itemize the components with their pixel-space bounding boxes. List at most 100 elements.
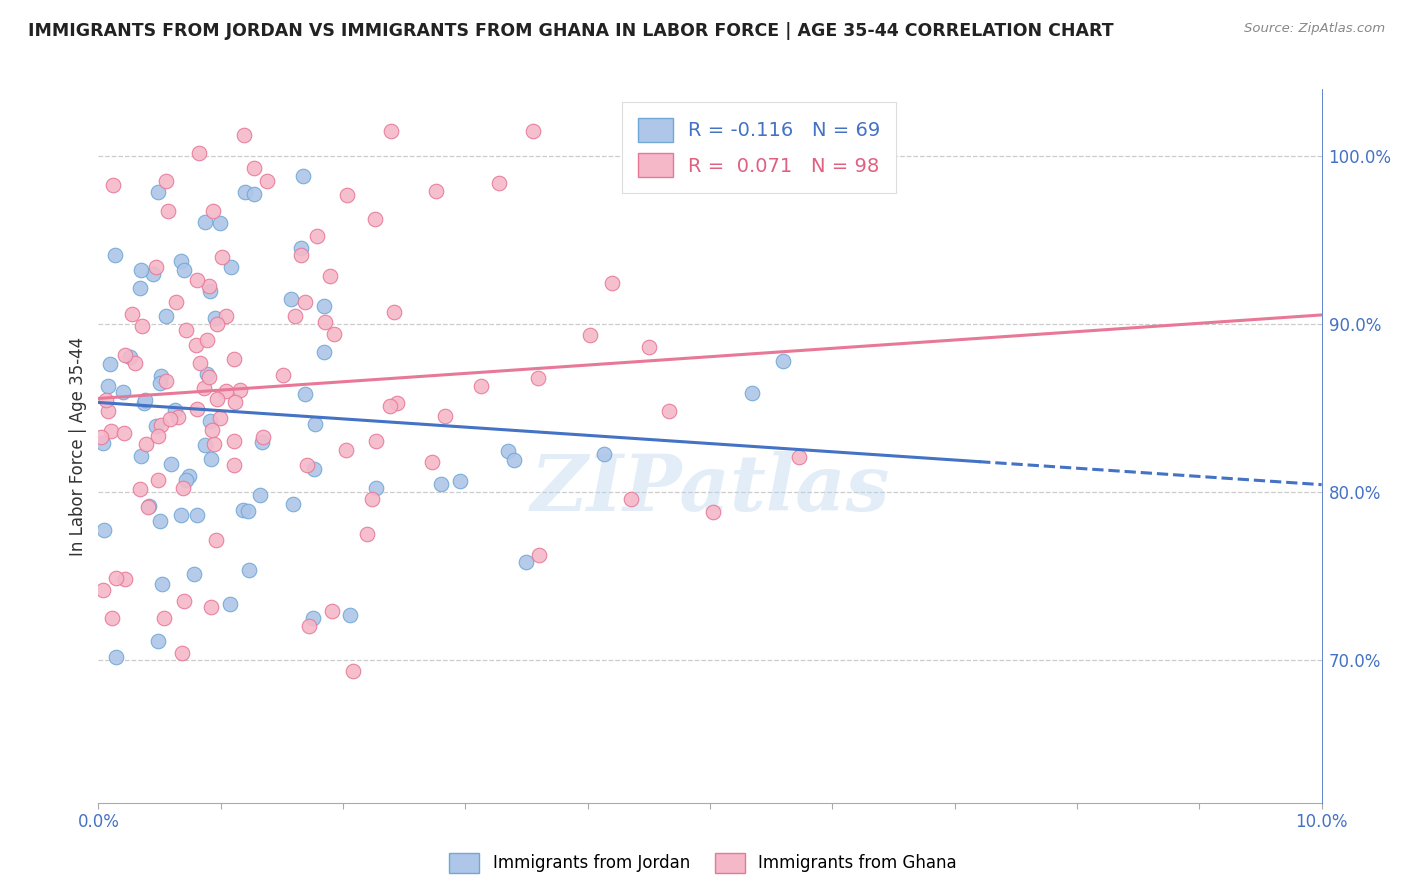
Point bbox=[153, 611, 176, 625]
Point bbox=[124, 356, 146, 370]
Point bbox=[204, 311, 226, 326]
Point bbox=[183, 566, 205, 581]
Point bbox=[170, 646, 193, 660]
Point bbox=[637, 340, 659, 354]
Point bbox=[366, 434, 388, 448]
Point bbox=[97, 379, 120, 393]
Point bbox=[105, 649, 128, 664]
Point bbox=[172, 481, 194, 495]
Point bbox=[114, 348, 136, 362]
Point bbox=[232, 503, 254, 517]
Point bbox=[529, 548, 551, 562]
Point bbox=[195, 367, 218, 381]
Point bbox=[224, 434, 246, 449]
Point bbox=[90, 430, 112, 444]
Point bbox=[135, 437, 157, 451]
Point bbox=[134, 392, 156, 407]
Point bbox=[156, 203, 179, 218]
Point bbox=[305, 228, 328, 243]
Point bbox=[425, 184, 447, 198]
Point bbox=[323, 326, 346, 341]
Point bbox=[222, 458, 245, 472]
Point bbox=[105, 571, 128, 585]
Point bbox=[301, 611, 323, 625]
Point bbox=[252, 434, 274, 449]
Point bbox=[578, 328, 600, 343]
Point bbox=[197, 333, 219, 347]
Point bbox=[295, 458, 318, 472]
Point bbox=[200, 451, 222, 466]
Point bbox=[498, 443, 520, 458]
Point bbox=[503, 453, 526, 467]
Point bbox=[188, 145, 211, 160]
Point bbox=[702, 505, 724, 519]
Point bbox=[200, 284, 222, 298]
Point bbox=[380, 124, 402, 138]
Point bbox=[163, 403, 186, 417]
Point bbox=[198, 415, 221, 429]
Point bbox=[204, 533, 226, 547]
Point bbox=[366, 481, 388, 495]
Point bbox=[194, 438, 217, 452]
Point bbox=[515, 555, 537, 569]
Point bbox=[101, 178, 124, 193]
Point bbox=[382, 305, 405, 319]
Point bbox=[361, 491, 384, 506]
Text: Source: ZipAtlas.com: Source: ZipAtlas.com bbox=[1244, 22, 1385, 36]
Point bbox=[233, 185, 256, 199]
Point bbox=[294, 387, 316, 401]
Point bbox=[600, 277, 623, 291]
Point bbox=[91, 436, 114, 450]
Point bbox=[146, 429, 169, 443]
Point bbox=[167, 409, 190, 424]
Legend: Immigrants from Jordan, Immigrants from Ghana: Immigrants from Jordan, Immigrants from … bbox=[443, 847, 963, 880]
Point bbox=[150, 368, 173, 383]
Point bbox=[319, 268, 342, 283]
Point bbox=[202, 437, 225, 451]
Point bbox=[148, 634, 170, 648]
Point bbox=[339, 608, 361, 623]
Point bbox=[280, 292, 302, 306]
Point bbox=[121, 307, 143, 321]
Point bbox=[131, 319, 153, 334]
Point bbox=[488, 176, 510, 190]
Point bbox=[380, 399, 402, 413]
Point bbox=[101, 611, 124, 625]
Point bbox=[233, 128, 256, 143]
Point bbox=[155, 374, 177, 388]
Point bbox=[159, 457, 181, 471]
Point bbox=[208, 216, 231, 230]
Point bbox=[314, 315, 336, 329]
Point bbox=[215, 384, 238, 399]
Point bbox=[129, 449, 152, 463]
Point bbox=[134, 396, 156, 410]
Point bbox=[214, 309, 236, 323]
Point bbox=[229, 383, 252, 397]
Point bbox=[129, 483, 152, 497]
Point bbox=[522, 124, 544, 138]
Point bbox=[243, 161, 266, 175]
Point bbox=[207, 318, 229, 332]
Point bbox=[252, 430, 274, 444]
Point bbox=[658, 404, 681, 418]
Point bbox=[155, 309, 177, 323]
Point bbox=[298, 618, 321, 632]
Point bbox=[741, 385, 763, 400]
Point bbox=[238, 563, 260, 577]
Text: ZIPatlas: ZIPatlas bbox=[530, 450, 890, 527]
Point bbox=[335, 442, 357, 457]
Point bbox=[112, 385, 135, 400]
Point bbox=[385, 395, 408, 409]
Point bbox=[449, 475, 471, 489]
Point bbox=[290, 242, 312, 256]
Point bbox=[145, 260, 167, 275]
Point bbox=[97, 403, 120, 417]
Point bbox=[321, 604, 343, 618]
Point bbox=[186, 402, 208, 417]
Point bbox=[430, 477, 453, 491]
Point bbox=[173, 594, 195, 608]
Point bbox=[173, 263, 195, 277]
Point bbox=[336, 188, 359, 202]
Point bbox=[281, 497, 304, 511]
Point bbox=[165, 294, 187, 309]
